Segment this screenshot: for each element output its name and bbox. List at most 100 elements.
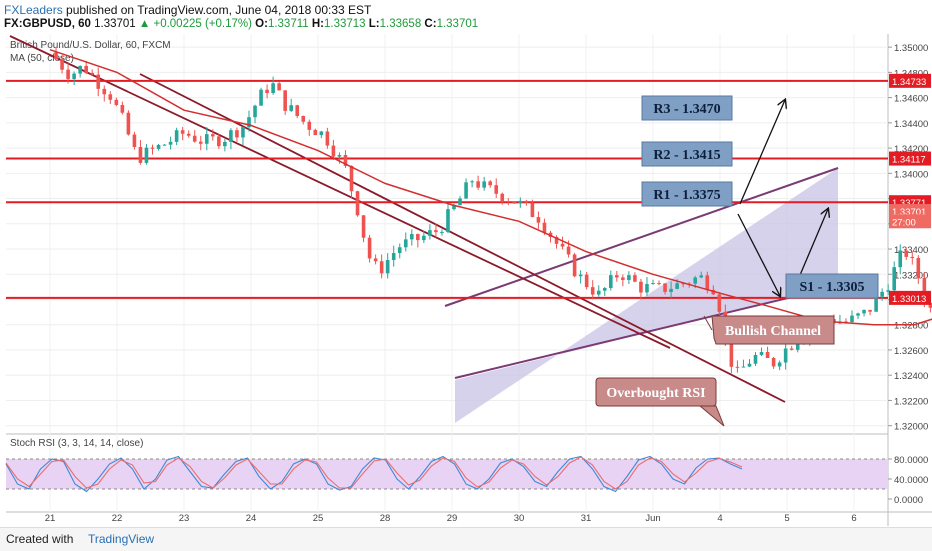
candle-body xyxy=(102,88,107,95)
candle-body xyxy=(277,83,281,91)
candle-body xyxy=(488,181,492,186)
candle-body xyxy=(416,234,420,241)
candle-body xyxy=(566,246,571,255)
candle-body xyxy=(458,198,462,206)
level-label-box xyxy=(641,141,733,167)
rsi-tick-label: 0.0000 xyxy=(894,495,923,506)
candle-body xyxy=(542,222,547,233)
candle-body xyxy=(319,131,324,136)
candle-body xyxy=(735,366,740,368)
candle-body xyxy=(289,105,293,111)
x-tick-label: Jun xyxy=(645,513,660,524)
candle-body xyxy=(90,72,95,75)
candle-body xyxy=(886,290,890,292)
y-tick-label: 1.33400 xyxy=(894,245,928,256)
candle-body xyxy=(174,130,179,142)
price-axis-tag xyxy=(889,73,931,88)
publish-line: FXLeaders published on TradingView.com, … xyxy=(4,3,371,17)
level-label-box xyxy=(785,273,879,299)
candle-body xyxy=(621,277,625,280)
candle-body xyxy=(608,275,613,289)
candle-body xyxy=(765,352,770,358)
close-value: 1.33701 xyxy=(436,18,479,30)
candle-body xyxy=(506,201,511,203)
candle-body xyxy=(675,283,679,289)
price-axis-tag-text: 27:00 xyxy=(892,217,916,228)
candle-body xyxy=(464,182,468,199)
chart-canvas[interactable]: 1.350001.348001.346001.344001.342001.340… xyxy=(0,34,932,526)
candle-body xyxy=(162,144,167,146)
candle-body xyxy=(198,141,203,144)
bullish-channel-text: Bullish Channel xyxy=(725,324,821,339)
y-tick-label: 1.35000 xyxy=(894,43,928,54)
x-tick-label: 6 xyxy=(851,513,856,524)
price-axis-tag-text: 1.33771 xyxy=(892,198,926,209)
candle-body xyxy=(874,296,878,312)
candle-body xyxy=(482,181,486,188)
candle-body xyxy=(898,250,903,268)
candle-body xyxy=(247,117,251,128)
ohlc-line: FX:GBPUSD, 60 1.33701 ▲ +0.00225 (+0.17%… xyxy=(4,18,478,30)
candle-body xyxy=(132,134,137,147)
symbol-label: FX:GBPUSD, 60 xyxy=(4,18,91,30)
candle-body xyxy=(313,129,318,136)
candle-body xyxy=(651,283,655,285)
overbought-rsi-pointer xyxy=(698,405,725,427)
candle-body xyxy=(337,154,342,157)
candle-body xyxy=(397,247,402,254)
low-label: L: xyxy=(368,18,380,30)
candle-body xyxy=(602,288,607,291)
candle-body xyxy=(530,202,535,218)
candle-body xyxy=(114,99,119,105)
candle-body xyxy=(78,65,82,74)
candle-body xyxy=(862,309,866,314)
y-tick-label: 1.34600 xyxy=(894,94,928,105)
price-axis-tag-text: 1.34117 xyxy=(892,155,926,166)
projection-arrow xyxy=(739,100,785,205)
y-tick-label: 1.32800 xyxy=(894,321,928,332)
indicator-label: MA (50, close) xyxy=(10,53,74,64)
candle-body xyxy=(590,287,595,295)
y-tick-label: 1.32400 xyxy=(894,371,928,382)
price-change: ▲ +0.00225 (+0.17%) xyxy=(138,18,252,30)
candle-body xyxy=(446,209,450,233)
ma-50-line xyxy=(49,48,932,326)
candle-body xyxy=(783,348,788,363)
candle-body xyxy=(633,275,637,282)
candle-body xyxy=(295,105,300,117)
created-with-text: Created with xyxy=(6,532,74,546)
candle-body xyxy=(144,147,149,163)
candle-body xyxy=(180,130,185,134)
candle-body xyxy=(204,134,209,144)
candle-body xyxy=(572,254,577,277)
candle-body xyxy=(560,243,565,247)
candle-body xyxy=(259,89,263,106)
candle-body xyxy=(850,315,854,323)
candle-body xyxy=(186,133,191,136)
candle-body xyxy=(301,116,306,122)
x-tick-label: 21 xyxy=(45,513,56,524)
candle-body xyxy=(355,191,360,216)
x-tick-label: 30 xyxy=(514,513,525,524)
author-link[interactable]: FXLeaders xyxy=(4,3,63,17)
candle-body xyxy=(627,275,631,280)
candle-body xyxy=(729,339,734,367)
candle-body xyxy=(410,234,414,240)
candle-body xyxy=(856,313,860,316)
candle-body xyxy=(753,354,758,364)
candle-body xyxy=(168,141,173,145)
candle-body xyxy=(241,127,245,138)
candle-body xyxy=(440,232,444,234)
candle-body xyxy=(138,146,143,163)
y-tick-label: 1.34400 xyxy=(894,119,928,130)
tradingview-brand[interactable]: TradingView xyxy=(88,532,155,546)
x-tick-label: 4 xyxy=(717,513,722,524)
level-label-box xyxy=(641,181,733,207)
candle-body xyxy=(373,258,378,262)
candle-body xyxy=(60,59,64,70)
rsi-band xyxy=(6,459,888,489)
candle-body xyxy=(120,104,125,113)
level-label-box xyxy=(641,95,733,121)
chart-header: FXLeaders published on TradingView.com, … xyxy=(0,0,932,34)
candle-body xyxy=(385,259,390,274)
